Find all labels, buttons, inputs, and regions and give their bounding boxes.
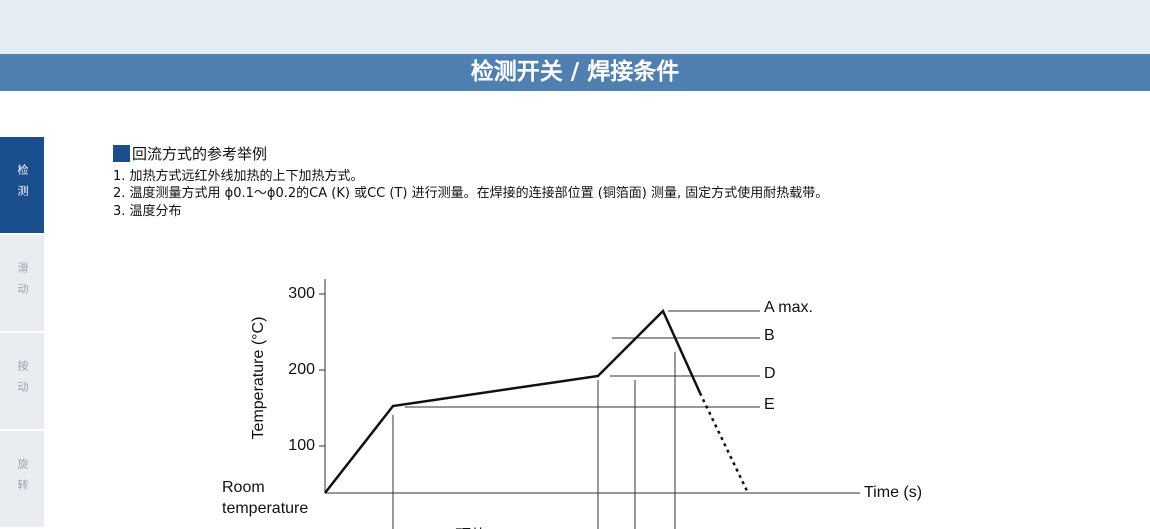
level-label: E [764, 396, 775, 413]
y-tick-label: 200 [288, 361, 315, 378]
sidebar-tab[interactable]: 旋转 [0, 431, 44, 527]
y-axis-label: Temperature (°C) [250, 317, 267, 440]
section-heading: 回流方式的参考举例 [113, 143, 267, 164]
sidebar-tab[interactable]: 按动 [0, 333, 44, 429]
tab-label: 滑动 [16, 262, 29, 304]
room-label: Room [222, 479, 265, 496]
tab-label: 按动 [16, 360, 29, 402]
sidebar-tab[interactable]: 检测 [0, 137, 44, 233]
y-tick-label: 300 [288, 285, 315, 302]
tab-label: 旋转 [16, 458, 29, 500]
page-title: 检测开关 / 焊接条件 [0, 54, 1150, 91]
list-item: 3. 温度分布 [113, 204, 182, 219]
room-label: temperature [222, 500, 308, 517]
list-item: 1. 加热方式远红外线加热的上下加热方式。 [113, 169, 364, 184]
sidebar-tab[interactable]: 滑动 [0, 235, 44, 331]
zone-label: 预热 [455, 527, 487, 529]
bullet-square [113, 145, 130, 162]
list-item: 2. 温度测量方式用 ϕ0.1～ϕ0.2的CA (K) 或CC (T) 进行测量… [113, 186, 829, 201]
top-band [0, 0, 1150, 54]
heading-text: 回流方式的参考举例 [132, 145, 268, 163]
level-label: A max. [764, 299, 813, 316]
level-label: B [764, 327, 775, 344]
y-tick-label: 100 [288, 437, 315, 454]
tab-label: 检测 [16, 164, 29, 206]
profile-line [324, 308, 702, 494]
profile-cooling [698, 392, 750, 494]
level-label: D [764, 365, 776, 382]
x-axis-label: Time (s) [864, 484, 922, 501]
